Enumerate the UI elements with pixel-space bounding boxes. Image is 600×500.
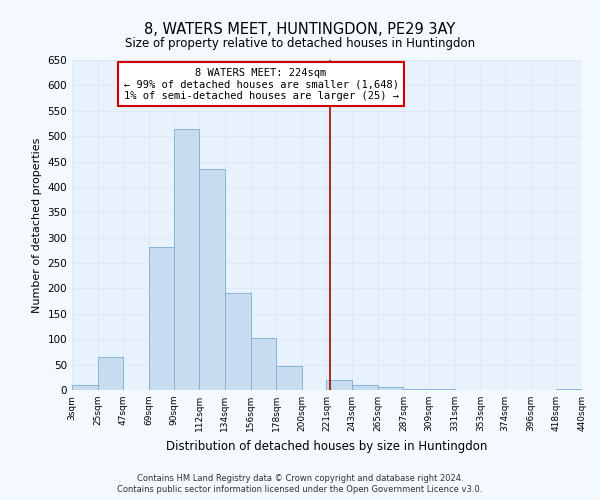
Text: 8, WATERS MEET, HUNTINGDON, PE29 3AY: 8, WATERS MEET, HUNTINGDON, PE29 3AY — [145, 22, 455, 38]
Bar — [173, 128, 199, 390]
Text: Size of property relative to detached houses in Huntingdon: Size of property relative to detached ho… — [125, 38, 475, 51]
Bar — [556, 389, 582, 390]
Text: 8 WATERS MEET: 224sqm
← 99% of detached houses are smaller (1,648)
1% of semi-de: 8 WATERS MEET: 224sqm ← 99% of detached … — [124, 68, 398, 101]
Bar — [276, 366, 302, 390]
Bar — [225, 292, 251, 390]
Bar — [199, 169, 225, 390]
Bar — [326, 380, 352, 390]
Text: Contains HM Land Registry data © Crown copyright and database right 2024.
Contai: Contains HM Land Registry data © Crown c… — [118, 474, 482, 494]
Bar — [378, 388, 403, 390]
Bar — [98, 357, 124, 390]
X-axis label: Distribution of detached houses by size in Huntingdon: Distribution of detached houses by size … — [166, 440, 488, 452]
Bar — [72, 385, 98, 390]
Bar — [352, 385, 378, 390]
Bar — [403, 389, 429, 390]
Bar — [149, 247, 173, 390]
Bar — [251, 338, 276, 390]
Y-axis label: Number of detached properties: Number of detached properties — [32, 138, 42, 312]
